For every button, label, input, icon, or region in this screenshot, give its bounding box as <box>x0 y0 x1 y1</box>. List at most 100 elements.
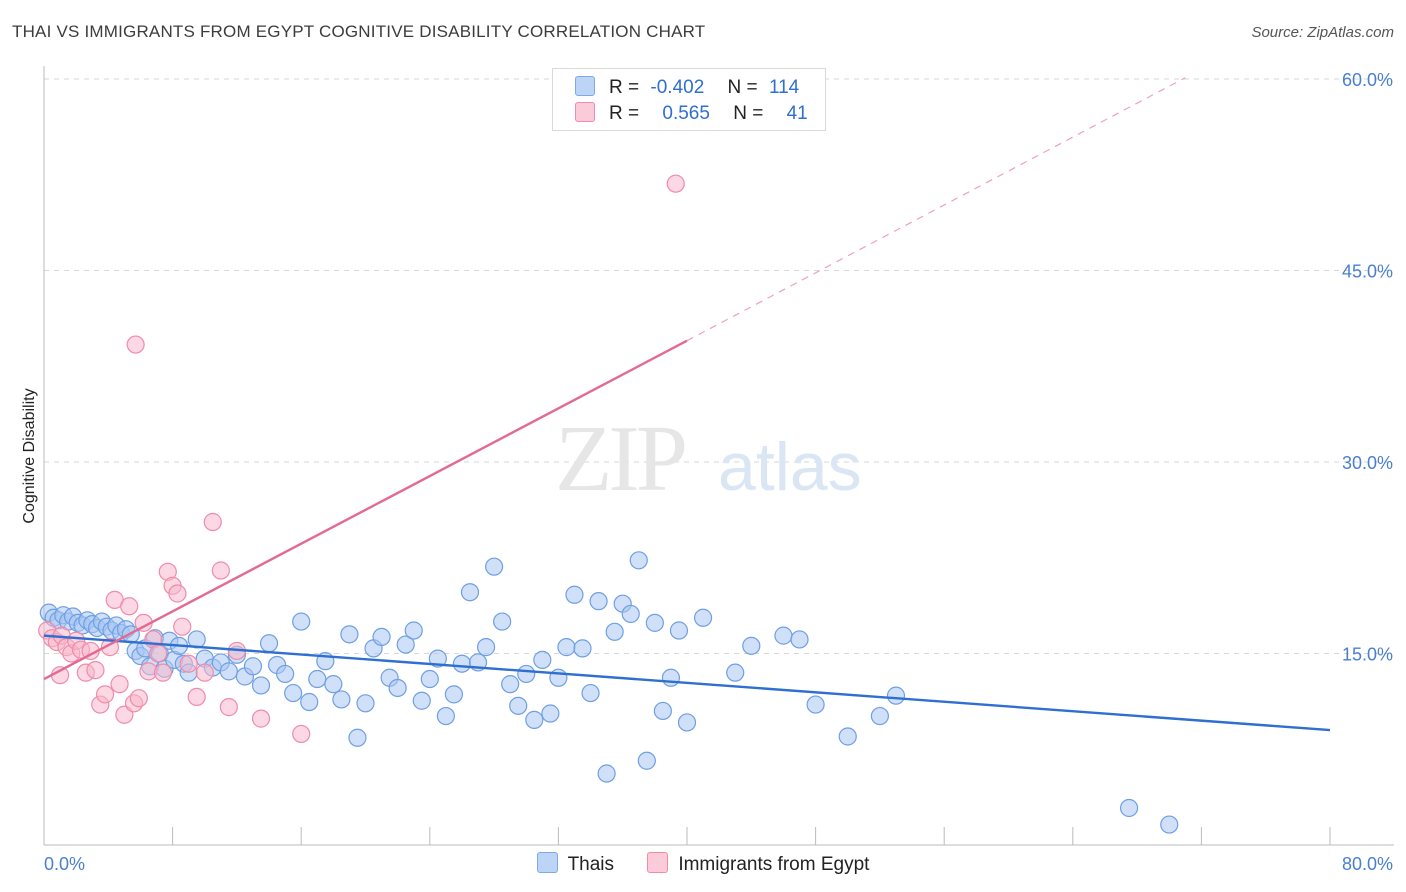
y-tick-label: 15.0% <box>1342 645 1393 665</box>
thais-trend-line <box>43 634 1331 732</box>
correlation-legend: R = -0.402 N = 114 R = 0.565 N = 41 <box>552 68 826 131</box>
thais-point <box>517 664 536 684</box>
thais-point <box>589 592 608 611</box>
legend-row-egypt: R = 0.565 N = 41 <box>575 102 808 126</box>
axes <box>43 66 1394 846</box>
legend-label-thais: Thais <box>567 854 615 875</box>
thais-point <box>629 551 648 570</box>
legend-n-value-egypt: 41 <box>786 103 808 124</box>
thais-point <box>669 621 689 640</box>
thais-point <box>1119 798 1139 818</box>
thais-point <box>292 612 311 631</box>
series-egypt-points <box>38 174 685 744</box>
thais-point <box>726 663 745 682</box>
thais-point <box>509 696 528 715</box>
egypt-point <box>173 617 192 636</box>
thais-point <box>436 706 455 726</box>
thais-point <box>605 622 624 641</box>
thais-point <box>597 764 616 783</box>
egypt-point <box>126 335 145 354</box>
thais-point <box>742 636 761 655</box>
thais-point <box>243 657 263 676</box>
egypt-point <box>86 660 105 680</box>
x-tick-label: 0.0% <box>44 854 85 874</box>
thais-point <box>300 692 319 712</box>
grid-lines <box>44 78 1394 654</box>
legend-r-value-egypt: 0.565 <box>662 103 710 124</box>
thais-point <box>790 630 809 649</box>
thais-point <box>420 669 439 689</box>
legend-label-egypt: Immigrants from Egypt <box>678 854 870 875</box>
egypt-point <box>219 698 238 717</box>
egypt-point <box>666 174 685 193</box>
legend-swatch-thais <box>536 852 558 873</box>
egypt-point <box>129 689 148 708</box>
egypt-point <box>292 724 311 744</box>
thais-point <box>501 675 520 694</box>
thais-point <box>525 710 544 729</box>
thais-point <box>284 683 303 703</box>
thais-point <box>444 685 464 704</box>
thais-point <box>452 654 472 673</box>
egypt-point <box>179 654 198 673</box>
thais-point <box>259 634 279 653</box>
source-label: Source: ZipAtlas.com <box>1251 24 1394 41</box>
thais-point <box>340 625 359 644</box>
watermark-zip: ZIP <box>555 407 685 511</box>
legend-r-value-thais: -0.402 <box>650 77 705 98</box>
legend-r-label: R = <box>609 77 640 98</box>
legend-r-label: R = <box>609 103 640 124</box>
egypt-trend-extension <box>686 77 1186 342</box>
thais-point <box>661 668 681 687</box>
thais-point <box>251 676 271 695</box>
series-thais-points <box>39 551 1179 834</box>
egypt-point <box>95 685 115 704</box>
thais-point <box>276 664 295 684</box>
thais-point <box>388 678 407 698</box>
thais-point <box>219 662 238 681</box>
y-axis-label: Cognitive Disability <box>21 388 38 523</box>
egypt-point <box>149 644 168 663</box>
thais-point <box>541 704 560 723</box>
egypt-point <box>120 597 139 616</box>
egypt-point <box>203 512 222 532</box>
trend-lines <box>43 77 1331 732</box>
egypt-point <box>195 663 214 682</box>
x-tick-label: 80.0% <box>1342 854 1393 874</box>
y-tick-label: 30.0% <box>1342 453 1393 473</box>
thais-point <box>485 557 504 576</box>
egypt-point <box>211 561 230 580</box>
thais-point <box>396 635 415 654</box>
y-tick-label: 60.0% <box>1342 70 1393 90</box>
legend-swatch-egypt <box>575 102 595 122</box>
egypt-point <box>251 709 271 728</box>
thais-point <box>460 583 480 602</box>
thais-point <box>838 727 857 746</box>
thais-point <box>870 706 890 726</box>
thais-point <box>332 690 351 709</box>
legend-n-label: N = <box>733 103 764 124</box>
thais-point <box>565 585 584 604</box>
thais-point <box>886 686 906 705</box>
legend-item-egypt[interactable]: Immigrants from Egypt <box>647 852 869 876</box>
thais-point <box>1160 815 1179 834</box>
thais-point <box>653 701 672 721</box>
thais-point <box>677 713 697 732</box>
thais-point <box>324 675 343 694</box>
watermark-atlas: atlas <box>718 429 862 505</box>
y-tick-label: 45.0% <box>1342 262 1393 282</box>
thais-point <box>693 608 713 627</box>
legend-n-label: N = <box>727 77 758 98</box>
chart-title: THAI VS IMMIGRANTS FROM EGYPT COGNITIVE … <box>12 22 706 41</box>
thais-point <box>637 751 656 770</box>
legend-swatch-thais <box>575 76 595 96</box>
legend-row-thais: R = -0.402 N = 114 <box>575 76 799 100</box>
thais-point <box>806 695 825 714</box>
legend-item-thais[interactable]: Thais <box>536 852 615 876</box>
thais-point <box>645 613 664 632</box>
legend-swatch-egypt <box>647 852 669 873</box>
thais-point <box>356 694 375 713</box>
watermark: ZIP atlas <box>555 407 862 511</box>
thais-point <box>774 626 793 645</box>
